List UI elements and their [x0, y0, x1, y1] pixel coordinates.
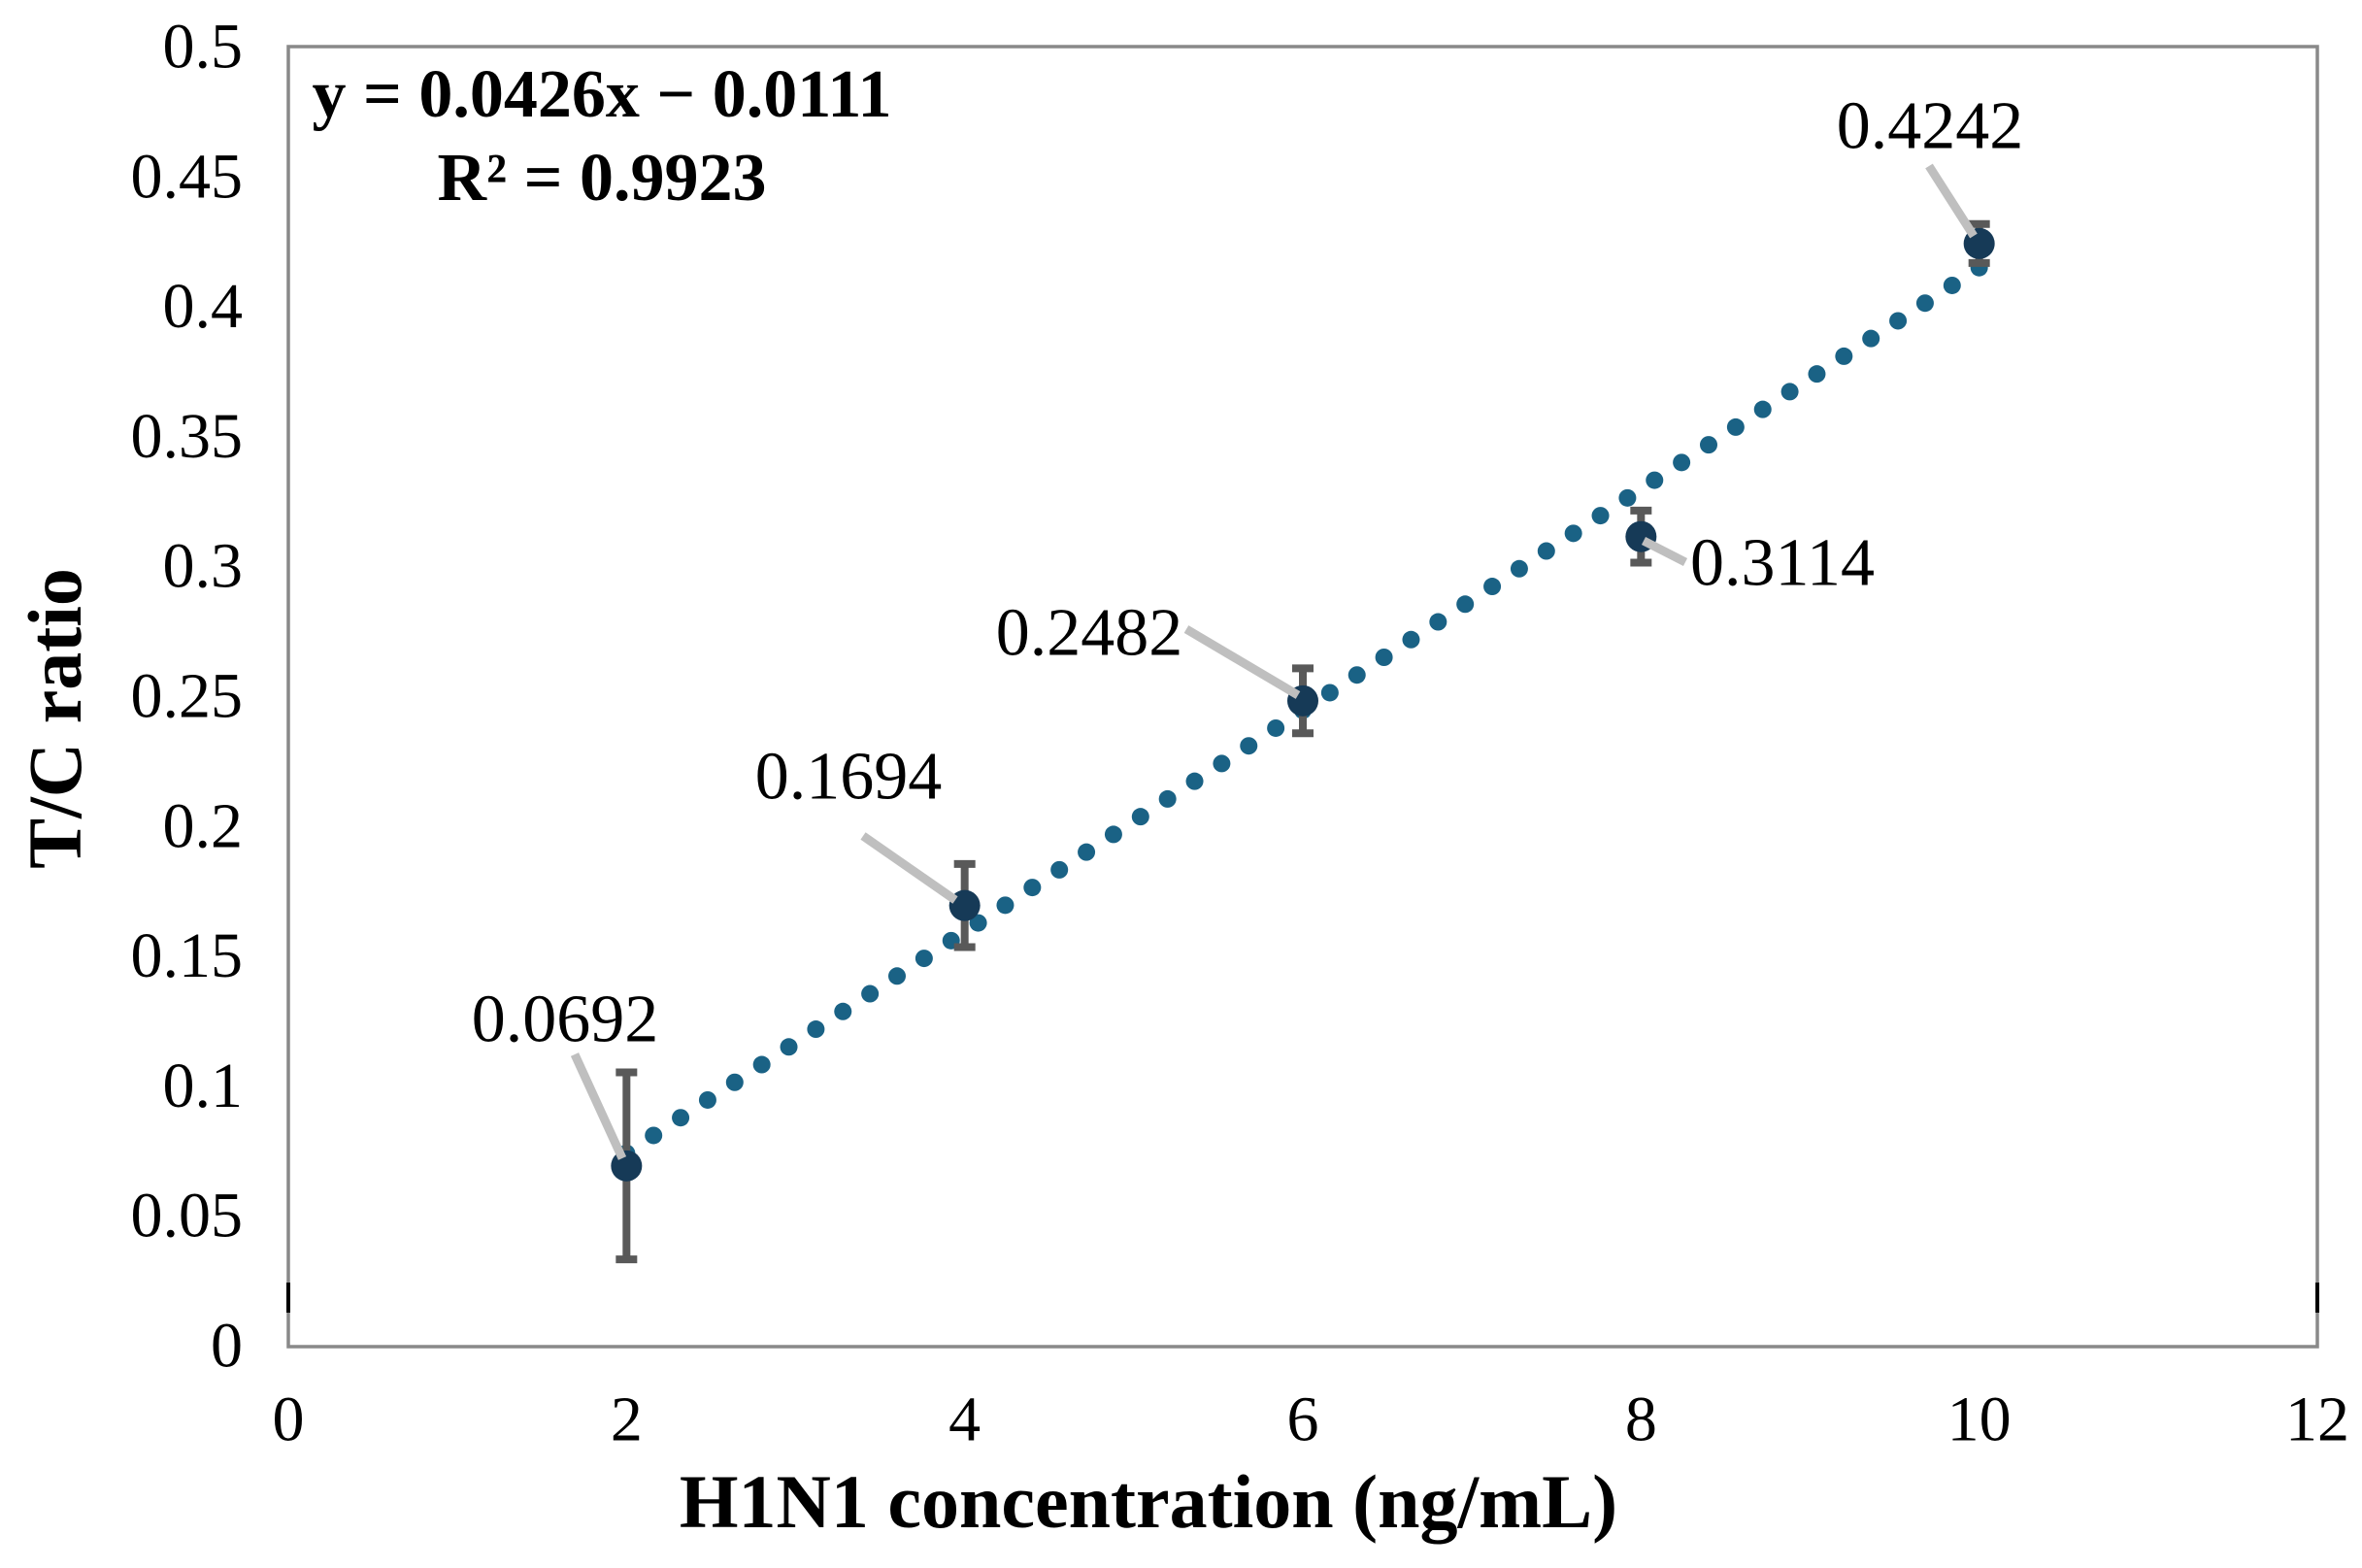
trendline-dot	[1347, 666, 1366, 684]
x-tick-label: 10	[1947, 1385, 2012, 1455]
x-tick-label: 2	[611, 1385, 643, 1455]
y-tick-label: 0	[211, 1311, 243, 1382]
y-axis-title: T/C ratio	[13, 568, 97, 869]
trendline-dot	[1537, 542, 1555, 560]
data-point-marker	[611, 1150, 643, 1182]
trendline-dot	[1483, 578, 1502, 596]
trendline-dot	[645, 1126, 663, 1145]
trendline-dot	[1862, 329, 1880, 348]
leader-line	[570, 1052, 627, 1160]
trendline-dot	[1753, 400, 1772, 418]
trendline-dot	[1564, 524, 1582, 543]
x-tick-label: 6	[1287, 1385, 1319, 1455]
data-point-marker	[948, 889, 981, 921]
plot-frame	[286, 45, 2319, 1349]
y-tick-label: 0.25	[131, 661, 244, 732]
trendline-dot	[1320, 684, 1339, 702]
x-tick-label: 4	[948, 1385, 981, 1455]
trendline-dot	[780, 1038, 798, 1056]
x-tick-label: 0	[273, 1385, 305, 1455]
trendline-dot	[1456, 595, 1475, 614]
trendline-dot	[1673, 453, 1691, 472]
y-tick-label: 0.45	[131, 141, 244, 212]
trendline-dot	[807, 1020, 825, 1039]
data-point-label: 0.4242	[1837, 89, 2024, 164]
y-tick-label: 0.05	[131, 1181, 244, 1251]
trendline-dot	[1240, 737, 1258, 755]
trendline-dot	[1158, 789, 1177, 808]
trendline-dot	[1023, 879, 1042, 897]
trendline-dot	[1402, 630, 1420, 649]
trendline-dot	[996, 896, 1015, 915]
trendline-dot	[1131, 808, 1149, 826]
trendline-dot	[1267, 718, 1285, 737]
equation-line1: y = 0.0426x − 0.0111	[312, 57, 892, 132]
trendline-dot	[1889, 312, 1908, 330]
trendline-dot	[752, 1055, 771, 1074]
data-point-label: 0.2482	[996, 596, 1183, 671]
trendline-dot	[969, 914, 987, 932]
trendline-dot	[672, 1109, 690, 1127]
trendline-dot	[1050, 860, 1069, 879]
trendline-dot	[915, 950, 933, 968]
x-tick-label: 12	[2285, 1385, 2349, 1455]
trendline-dot	[834, 1002, 852, 1020]
leader-line	[1183, 625, 1301, 699]
trendline-dot	[1375, 648, 1393, 666]
x-tick-label: 8	[1625, 1385, 1657, 1455]
trendline-dot	[725, 1073, 744, 1091]
trendline-dot	[1700, 436, 1717, 454]
trendline-equation: y = 0.0426x − 0.0111 R² = 0.9923	[286, 53, 917, 220]
y-tick-label: 0.5	[163, 12, 244, 83]
y-tick-label: 0.1	[163, 1051, 244, 1121]
x-axis-title: H1N1 concentration (ng/mL)	[679, 1459, 1618, 1544]
trendline-dot	[1429, 613, 1447, 631]
data-point-label: 0.1694	[755, 740, 943, 815]
leader-line	[1925, 163, 1978, 239]
trendline-dot	[888, 967, 906, 985]
equation-line2: R² = 0.9923	[437, 141, 767, 216]
trendline-dot	[861, 984, 880, 1003]
trendline-dot	[698, 1090, 716, 1109]
trendline-dot	[1808, 365, 1826, 384]
y-tick-label: 0.35	[131, 401, 244, 472]
trendline-dot	[1915, 294, 1934, 313]
y-tick-label: 0.15	[131, 920, 244, 991]
y-tick-label: 0.3	[163, 531, 244, 602]
trendline-dot	[1726, 417, 1745, 436]
trendline-dot	[1618, 488, 1637, 507]
trendline-dot	[1646, 471, 1664, 489]
trendline-dot	[1104, 825, 1122, 844]
data-point-label: 0.0692	[472, 983, 659, 1057]
trendline-dot	[1185, 772, 1204, 790]
leader-line	[1641, 536, 1688, 567]
data-point-label: 0.3114	[1690, 526, 1875, 601]
trendline-dot	[1591, 507, 1610, 525]
trendline-dot	[1943, 276, 1961, 294]
trendline-dot	[1835, 347, 1853, 365]
leader-line	[860, 832, 958, 904]
trendline-dot	[1213, 754, 1231, 773]
trendline-dot	[1078, 843, 1096, 861]
trendline-dot	[1780, 383, 1799, 401]
trendline-dot	[1510, 559, 1528, 578]
y-tick-label: 0.2	[163, 790, 244, 861]
y-tick-label: 0.4	[163, 271, 244, 342]
